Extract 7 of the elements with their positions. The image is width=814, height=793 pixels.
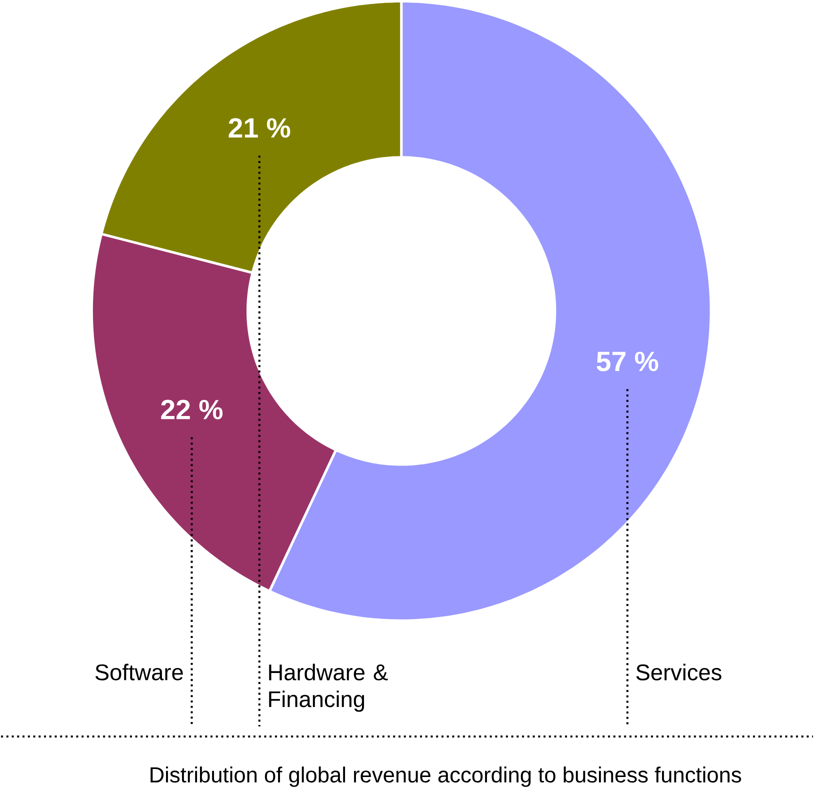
text: Distribution of global revenue according to business functions bbox=[150, 766, 742, 788]
slice-label: Software bbox=[95, 664, 183, 681]
data-label: 21 % bbox=[228, 118, 290, 138]
data-label: 57 % bbox=[596, 352, 658, 372]
data-label: 22 % bbox=[161, 400, 223, 420]
slice-label: Services bbox=[636, 664, 722, 681]
slice-label: Hardware & Financing bbox=[269, 664, 388, 712]
